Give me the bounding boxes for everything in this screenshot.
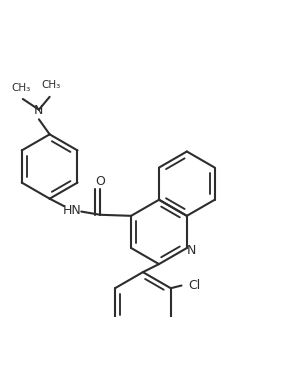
Text: O: O — [95, 175, 105, 188]
Text: N: N — [34, 104, 44, 117]
Text: HN: HN — [63, 204, 82, 217]
Text: CH₃: CH₃ — [42, 80, 61, 91]
Text: N: N — [186, 244, 196, 257]
Text: Cl: Cl — [188, 279, 201, 292]
Text: CH₃: CH₃ — [12, 83, 31, 93]
